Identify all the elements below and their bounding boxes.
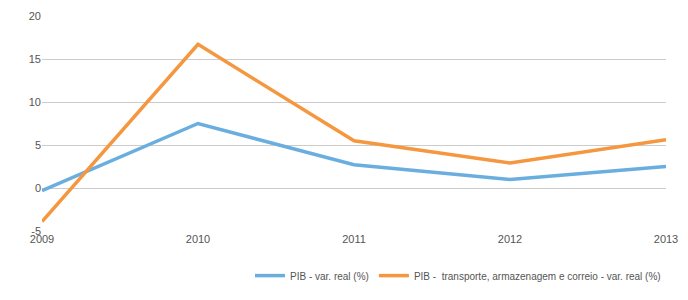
svg-text:2013: 2013 <box>654 233 678 245</box>
svg-text:2012: 2012 <box>498 233 522 245</box>
svg-text:10: 10 <box>29 96 41 108</box>
svg-text:-5: -5 <box>31 225 41 237</box>
svg-text:PIB - var. real (%): PIB - var. real (%) <box>290 271 369 282</box>
svg-text:2011: 2011 <box>342 233 366 245</box>
svg-text:15: 15 <box>29 53 41 65</box>
svg-text:5: 5 <box>35 139 41 151</box>
svg-text:PIB - transporte, armazenagem: PIB - transporte, armazenagem e correio … <box>414 271 661 282</box>
svg-text:20: 20 <box>29 10 41 22</box>
svg-text:0: 0 <box>35 182 41 194</box>
svg-text:2010: 2010 <box>186 233 210 245</box>
svg-text:2009: 2009 <box>30 233 54 245</box>
